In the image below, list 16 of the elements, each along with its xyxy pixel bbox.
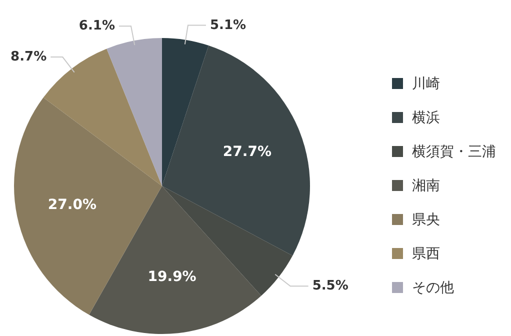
legend-label: 湘南 xyxy=(412,178,440,194)
data-label: 8.7% xyxy=(10,50,47,65)
data-label: 6.1% xyxy=(78,18,115,34)
data-label: 5.5% xyxy=(312,278,348,294)
pie-slice xyxy=(106,38,162,186)
data-label: 5.1% xyxy=(210,18,246,33)
legend-label: 県西 xyxy=(412,246,440,262)
legend-label: 横須賀・三浦 xyxy=(412,144,496,160)
data-label: 27.0% xyxy=(48,196,96,213)
legend-label: その他 xyxy=(412,280,454,296)
legend-label: 川崎 xyxy=(412,76,440,92)
legend-label: 横浜 xyxy=(412,110,440,126)
data-label: 19.9% xyxy=(148,269,196,286)
data-label: 27.7% xyxy=(222,144,272,160)
pie-slice xyxy=(162,38,209,186)
legend-label: 県央 xyxy=(412,212,440,228)
